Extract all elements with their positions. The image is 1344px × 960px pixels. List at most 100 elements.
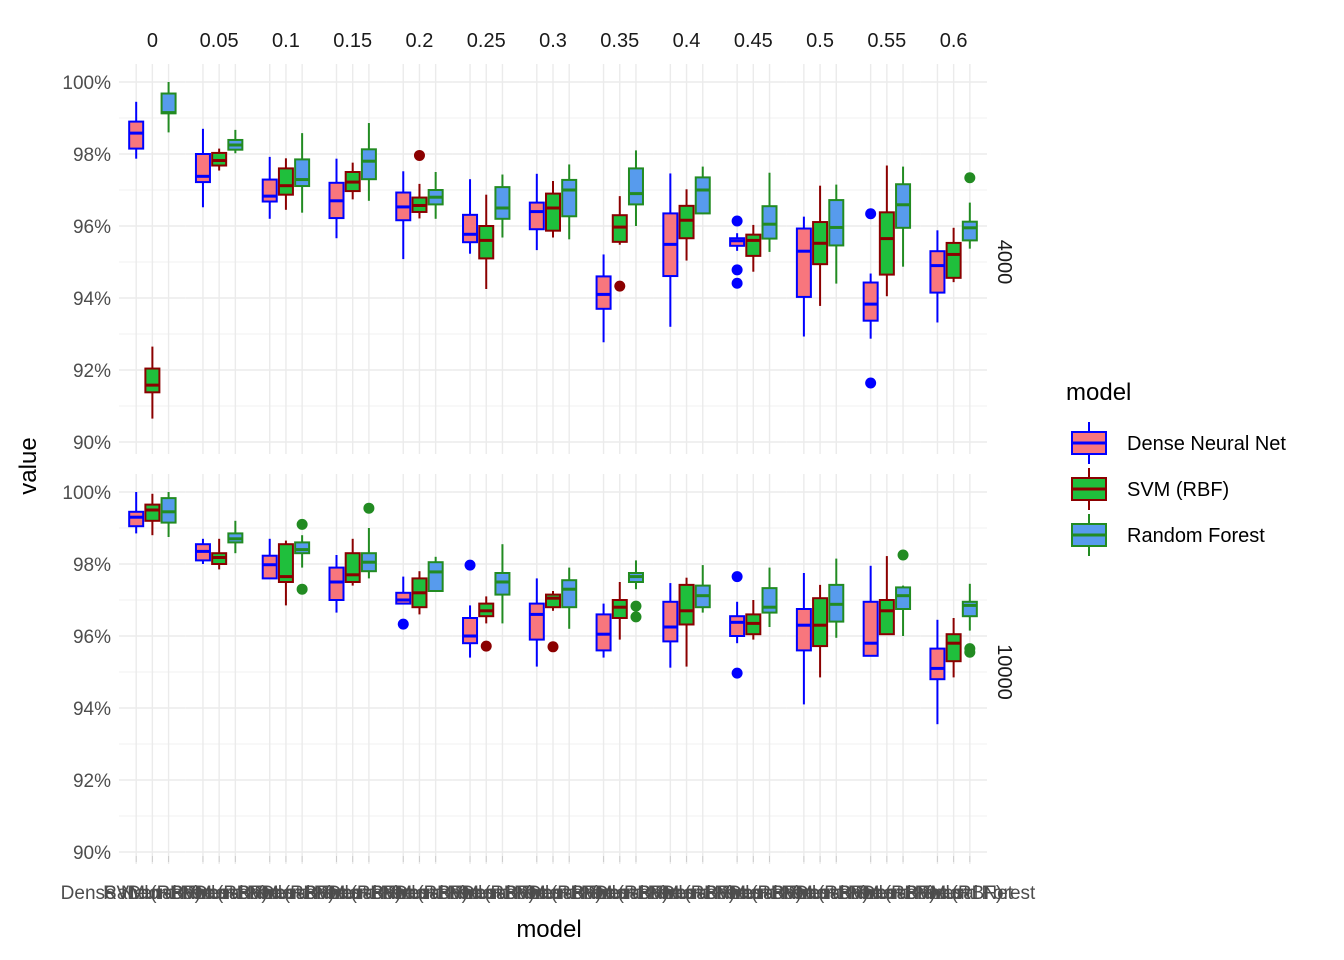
box-iqr bbox=[427, 561, 444, 593]
boxplot-random-forest bbox=[294, 133, 311, 213]
boxplot-dense-neural-net bbox=[128, 101, 145, 159]
box-iqr bbox=[277, 543, 294, 584]
outlier-point bbox=[964, 172, 976, 184]
box-iqr bbox=[261, 554, 278, 580]
boxplot-svm-rbf- bbox=[478, 596, 495, 652]
x-tick-label: SVM (RBF) bbox=[905, 883, 1002, 904]
boxplot-dense-neural-net bbox=[328, 555, 345, 613]
x-tick-label: SVM (RBF) bbox=[104, 883, 201, 904]
x-tick-label: SVM (RBF) bbox=[705, 883, 802, 904]
x-tick-label: Random Forest bbox=[838, 883, 970, 904]
boxplot-random-forest bbox=[427, 172, 444, 219]
boxplot-random-forest bbox=[360, 123, 377, 201]
boxplot-svm-rbf- bbox=[878, 165, 895, 297]
box-iqr bbox=[144, 367, 161, 394]
box-iqr bbox=[462, 617, 479, 645]
boxplot-random-forest bbox=[561, 164, 578, 240]
boxplot-random-forest bbox=[294, 518, 311, 595]
facet-column-label: 0 bbox=[147, 30, 158, 52]
box-iqr bbox=[595, 613, 612, 652]
boxplot-svm-rbf- bbox=[878, 556, 895, 636]
boxplot-svm-rbf- bbox=[745, 600, 762, 640]
box-iqr bbox=[678, 583, 695, 626]
box-iqr bbox=[627, 167, 644, 206]
legend-item: SVM (RBF) bbox=[1071, 468, 1229, 510]
boxplot-dense-neural-net bbox=[462, 179, 479, 254]
facet-column-label: 0.5 bbox=[806, 30, 834, 52]
boxplot-dense-neural-net bbox=[194, 128, 211, 208]
box-iqr bbox=[694, 176, 711, 215]
box-iqr bbox=[294, 158, 311, 188]
x-tick-label: Dense Neural Net bbox=[795, 883, 947, 904]
boxplot-svm-rbf- bbox=[211, 148, 228, 171]
facet-column-label: 0.6 bbox=[940, 30, 968, 52]
box-iqr bbox=[144, 503, 161, 522]
boxplot-dense-neural-net bbox=[862, 208, 879, 389]
box-iqr bbox=[462, 213, 479, 244]
outlier-point bbox=[630, 611, 642, 623]
box-iqr bbox=[561, 178, 578, 218]
y-tick-label: 100% bbox=[62, 483, 111, 504]
facet-column-label: 0.25 bbox=[467, 30, 506, 52]
boxplot-dense-neural-net bbox=[395, 171, 412, 260]
outlier-point bbox=[964, 646, 976, 658]
x-axis-title: model bbox=[516, 916, 581, 943]
box-iqr bbox=[729, 615, 746, 638]
boxplot-random-forest bbox=[227, 129, 244, 154]
box-iqr bbox=[494, 572, 511, 596]
boxplot-random-forest bbox=[828, 184, 845, 284]
boxplot-random-forest bbox=[694, 565, 711, 613]
boxplot-random-forest bbox=[627, 150, 644, 226]
box-iqr bbox=[862, 281, 879, 322]
facet-column-label: 0.05 bbox=[200, 30, 239, 52]
boxplot-dense-neural-net bbox=[261, 156, 278, 219]
box-iqr bbox=[344, 552, 361, 584]
outlier-point bbox=[731, 667, 743, 679]
boxplot-svm-rbf- bbox=[545, 181, 562, 238]
box-iqr bbox=[261, 178, 278, 203]
box-iqr bbox=[878, 599, 895, 636]
box-iqr bbox=[360, 148, 377, 181]
x-tick-label: Dense Neural Net bbox=[862, 883, 1014, 904]
boxplot-random-forest bbox=[561, 567, 578, 629]
boxplot-random-forest bbox=[828, 558, 845, 638]
boxplot-random-forest bbox=[494, 174, 511, 238]
outlier-point bbox=[397, 618, 409, 630]
box-iqr bbox=[528, 201, 545, 231]
outlier-point bbox=[464, 559, 476, 571]
boxplot-dense-neural-net bbox=[662, 173, 679, 327]
outlier-point bbox=[614, 280, 626, 292]
box-iqr bbox=[328, 566, 345, 601]
box-iqr bbox=[812, 597, 829, 648]
facet-row-label: 10000 bbox=[993, 644, 1015, 700]
box-iqr bbox=[128, 510, 145, 528]
outlier-point bbox=[897, 549, 909, 561]
box-iqr bbox=[611, 599, 628, 619]
facet-column-label: 0.2 bbox=[406, 30, 434, 52]
outlier-point bbox=[547, 641, 559, 653]
outlier-point bbox=[731, 264, 743, 276]
x-tick-label: SVM (RBF) bbox=[438, 883, 535, 904]
x-tick-label: SVM (RBF) bbox=[772, 883, 869, 904]
boxplot-svm-rbf- bbox=[211, 538, 228, 570]
facet-column-label: 0.3 bbox=[539, 30, 567, 52]
boxplot-dense-neural-net bbox=[328, 158, 345, 239]
boxplot-random-forest bbox=[694, 166, 711, 215]
boxplot-dense-neural-net bbox=[929, 230, 946, 323]
x-tick-label: Dense Neural Net bbox=[728, 883, 880, 904]
box-iqr bbox=[277, 167, 294, 196]
x-tick-label: Dense Neural Net bbox=[127, 883, 279, 904]
x-tick-label: Dense Neural Net bbox=[528, 883, 680, 904]
box-iqr bbox=[929, 647, 946, 681]
box-iqr bbox=[945, 241, 962, 279]
y-tick-label: 92% bbox=[73, 361, 111, 382]
boxplot-svm-rbf- bbox=[277, 158, 294, 210]
box-iqr bbox=[194, 153, 211, 184]
x-tick-label: SVM (RBF) bbox=[237, 883, 334, 904]
boxplot-dense-neural-net bbox=[261, 538, 278, 580]
boxplot-random-forest bbox=[961, 583, 978, 658]
boxplot-svm-rbf- bbox=[411, 149, 428, 219]
boxplot-svm-rbf- bbox=[344, 538, 361, 586]
y-axis-title: value bbox=[15, 437, 42, 494]
legend-label: SVM (RBF) bbox=[1127, 479, 1229, 501]
